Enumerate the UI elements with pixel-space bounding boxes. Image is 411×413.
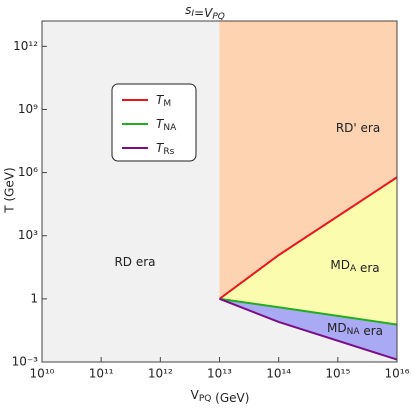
y-tick-label: 10⁹: [18, 102, 38, 116]
x-tick-label: 10¹²: [148, 367, 173, 381]
x-axis-label-sub: PQ: [199, 394, 212, 404]
y-tick-label: 10³: [18, 228, 38, 242]
x-tick-label: 10¹⁴: [266, 367, 291, 381]
x-tick-label: 10¹⁶: [385, 367, 410, 381]
chart-title-part: =V: [194, 6, 213, 20]
region-label-part: MD: [327, 321, 347, 335]
chart-title: sI=VPQ: [185, 3, 225, 22]
region-rd-prime: [219, 21, 397, 299]
x-tick-label: 10¹⁵: [325, 367, 350, 381]
x-axis-label-part: (GeV): [211, 391, 249, 405]
region-label: RD era: [114, 255, 155, 269]
chart-title-part: s: [185, 3, 191, 17]
x-tick-label: 10¹³: [207, 367, 232, 381]
y-tick-label: 10⁻³: [12, 355, 39, 369]
region-label-part: MD: [330, 258, 350, 272]
region-label-part: RD' era: [336, 121, 380, 135]
region-label-sub: A: [350, 264, 357, 274]
chart-title-sub: PQ: [212, 12, 225, 22]
region-label-part: era: [360, 324, 383, 338]
legend-name: T: [156, 117, 165, 131]
x-tick-label: 10¹⁰: [30, 367, 55, 381]
legend-sub: Rs: [163, 147, 174, 157]
series-line: [219, 297, 398, 361]
series-line: [218, 176, 398, 300]
y-tick-label: 10¹²: [13, 39, 38, 53]
region-label-part: RD era: [114, 255, 155, 269]
region-label: RD' era: [336, 121, 380, 135]
legend-sub: NA: [163, 123, 177, 133]
y-axis-label: T (GeV): [3, 167, 17, 213]
legend-label: TM: [156, 93, 171, 109]
region-label-part: era: [356, 261, 379, 275]
region-md-na: [219, 298, 397, 360]
region-label: MDNA era: [327, 321, 383, 338]
legend-label: TRs: [156, 141, 175, 157]
series-line: [219, 297, 398, 326]
x-tick-label: 10¹¹: [89, 367, 114, 381]
region-label: MDA era: [330, 258, 379, 275]
x-axis-label: VPQ (GeV): [191, 388, 250, 405]
legend-name: T: [156, 93, 165, 107]
legend-box: [111, 83, 197, 162]
legend-name: T: [156, 141, 165, 155]
y-tick-label: 1: [30, 291, 38, 305]
legend-label: TNA: [156, 117, 177, 133]
region-label-sub: NA: [347, 327, 361, 337]
chart-title-sub: I: [191, 9, 194, 19]
region-md-a: [219, 177, 397, 325]
legend-sub: M: [163, 99, 171, 109]
y-tick-label: 10⁶: [18, 165, 38, 179]
x-axis-label-part: V: [191, 388, 200, 402]
